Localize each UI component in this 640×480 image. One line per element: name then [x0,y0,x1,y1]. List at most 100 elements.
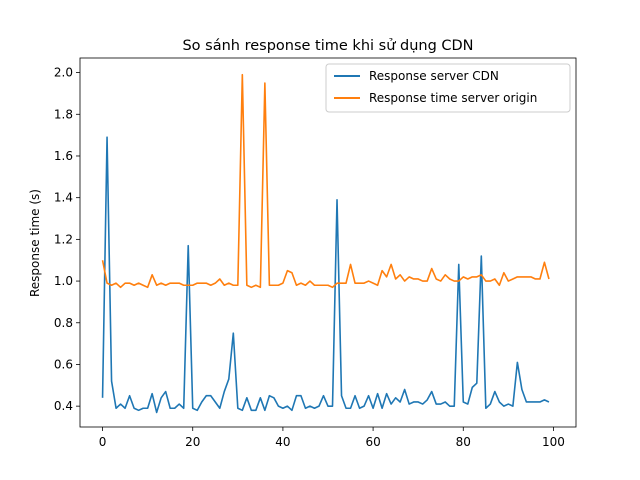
data-point [494,278,496,280]
data-point [453,405,455,407]
data-point [543,261,545,263]
series-cdn [101,136,550,414]
data-point [322,395,324,397]
data-point [219,278,221,280]
data-point [151,393,153,395]
data-point [156,284,158,286]
data-point [404,280,406,282]
data-point [525,401,527,403]
data-point [350,407,352,409]
data-point [300,395,302,397]
legend-box [325,63,571,113]
data-point [363,405,365,407]
data-point [147,407,149,409]
series-line [101,136,550,414]
x-tick-label: 80 [456,435,471,449]
data-point [250,286,252,288]
data-point [133,284,135,286]
x-tick-label: 100 [542,435,565,449]
data-point [332,286,334,288]
data-point [111,380,113,382]
data-point [354,395,356,397]
data-point [489,280,491,282]
data-point [228,282,230,284]
data-point [512,278,514,280]
data-point [313,284,315,286]
data-point [142,407,144,409]
data-point [503,272,505,274]
data-point [345,407,347,409]
data-point [363,282,365,284]
data-point [359,407,361,409]
data-point [494,391,496,393]
y-tick-label: 1.2 [54,232,73,246]
data-point [309,280,311,282]
data-point [336,199,338,201]
chart-title: So sánh response time khi sử dụng CDN [182,38,473,54]
data-point [498,284,500,286]
data-point [530,276,532,278]
data-point [399,274,401,276]
data-point [120,403,122,405]
data-point [480,255,482,257]
data-point [431,391,433,393]
data-point [372,282,374,284]
data-point [462,401,464,403]
data-point [395,278,397,280]
data-point [467,278,469,280]
data-point [304,407,306,409]
y-tick-label: 1.6 [54,149,73,163]
data-point [201,401,203,403]
data-point [386,276,388,278]
data-point [223,391,225,393]
data-point [345,282,347,284]
data-point [377,284,379,286]
y-axis-title: Response time (s) [28,189,42,297]
data-point [273,397,275,399]
data-point [381,270,383,272]
data-point [332,405,334,407]
y-tick-label: 0.4 [54,399,73,413]
y-tick-label: 1.4 [54,191,73,205]
data-point [160,397,162,399]
data-point [471,276,473,278]
data-point [426,280,428,282]
data-point [539,278,541,280]
data-point [485,407,487,409]
data-point [395,397,397,399]
x-tick-label: 0 [99,435,107,449]
data-point [165,284,167,286]
data-point [232,332,234,334]
data-point [336,282,338,284]
y-tick-label: 1.8 [54,107,73,121]
x-tick-label: 20 [185,435,200,449]
data-point [133,407,135,409]
data-point [422,280,424,282]
series-origin [101,73,550,289]
legend: Response server CDN Response time server… [325,63,571,113]
data-point [228,378,230,380]
data-point [327,284,329,286]
data-point [147,286,149,288]
data-point [422,403,424,405]
data-point [417,278,419,280]
data-point [458,263,460,265]
data-point [169,282,171,284]
data-point [444,274,446,276]
data-point [543,399,545,401]
data-point [264,409,266,411]
data-point [413,278,415,280]
data-point [165,391,167,393]
data-point [530,401,532,403]
data-point [521,388,523,390]
data-point [201,282,203,284]
data-point [449,405,451,407]
data-point [210,395,212,397]
data-point [219,407,221,409]
y-tick-label: 0.8 [54,316,73,330]
data-point [214,282,216,284]
data-point [160,282,162,284]
data-point [390,263,392,265]
data-point [304,284,306,286]
